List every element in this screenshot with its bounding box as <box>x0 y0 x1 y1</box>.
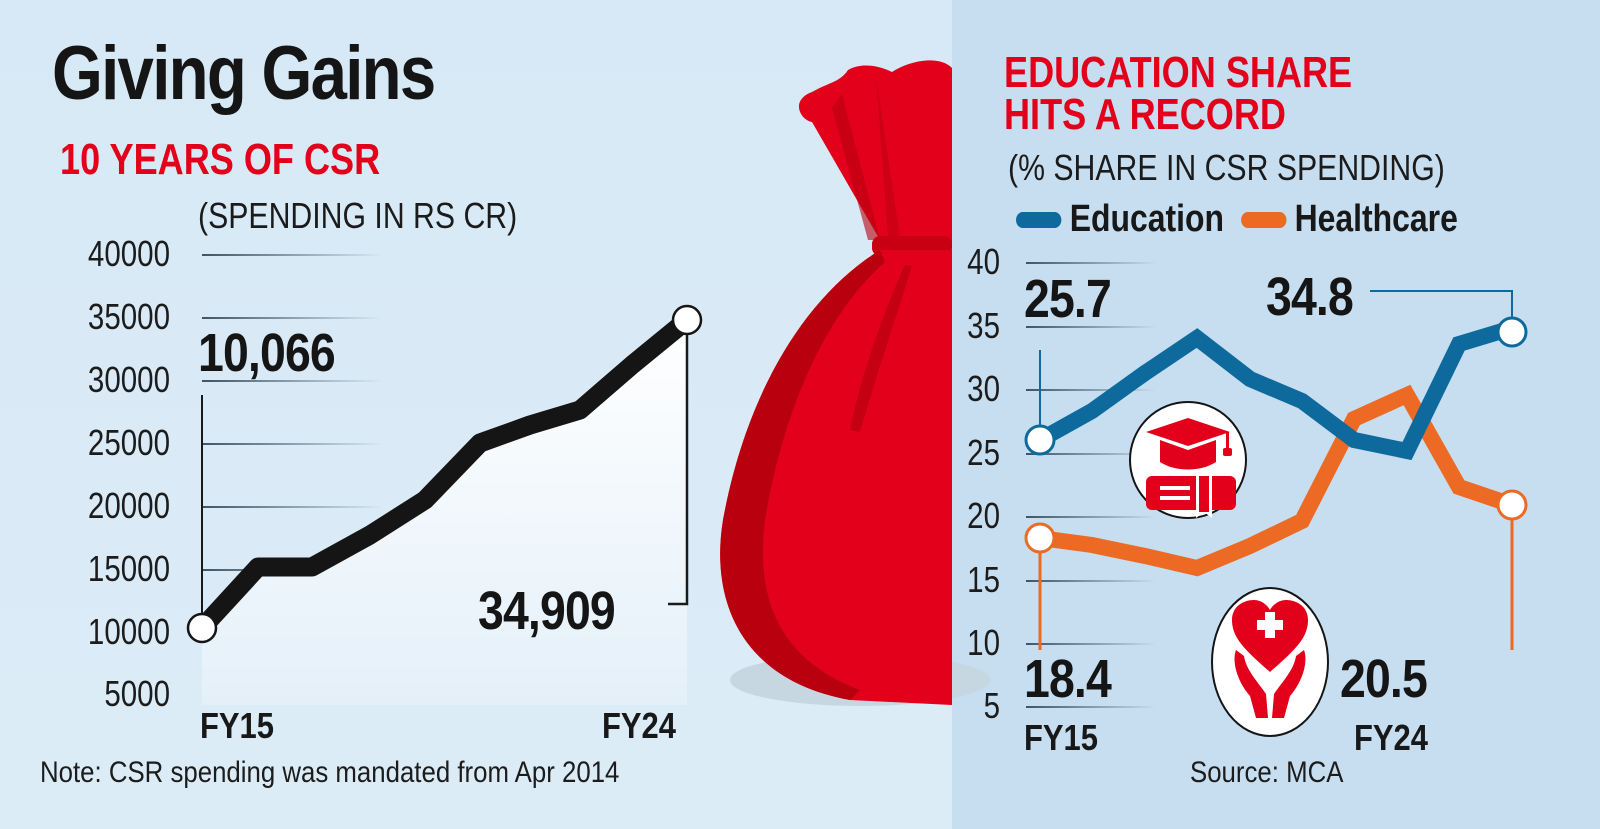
healthcare-end-label: 20.5 <box>1340 649 1428 709</box>
education-end-label: 34.8 <box>1266 267 1354 327</box>
right-ytick: 10 <box>967 622 1000 663</box>
left-ytick: 5000 <box>104 673 170 714</box>
right-gridlines <box>1026 262 1156 708</box>
healthcare-swatch <box>1240 211 1287 228</box>
left-x-start: FY15 <box>200 705 275 746</box>
left-ytick: 15000 <box>87 548 170 589</box>
right-title-line1: EDUCATION SHARE <box>1004 48 1353 97</box>
left-ytick: 25000 <box>87 422 170 463</box>
right-chart-title: EDUCATION SHARE HITS A RECORD <box>1004 48 1353 140</box>
right-ytick: 15 <box>967 559 1000 600</box>
education-line <box>1036 320 1515 461</box>
right-x-start: FY15 <box>1024 717 1099 758</box>
education-swatch <box>1016 211 1062 228</box>
right-ytick: 20 <box>967 495 1000 536</box>
left-ytick: 40000 <box>87 233 170 274</box>
legend-healthcare: Healthcare <box>1294 198 1458 240</box>
right-ytick: 25 <box>967 432 1000 473</box>
chart-title: Giving Gains <box>52 31 436 116</box>
left-ytick: 35000 <box>87 296 170 337</box>
right-ytick: 35 <box>967 305 1000 346</box>
spending-line-chart <box>186 304 703 705</box>
left-ytick: 30000 <box>87 359 170 400</box>
right-ytick: 5 <box>983 685 1000 726</box>
legend-education: Education <box>1069 198 1225 240</box>
heart-in-hands-icon <box>1211 587 1329 737</box>
chart-subtitle: 10 YEARS OF CSR <box>60 135 381 184</box>
legend: Education Healthcare <box>1016 198 1458 241</box>
source-label: Source: MCA <box>1190 756 1344 789</box>
start-point-marker <box>186 612 218 644</box>
left-unit-label: (SPENDING IN RS CR) <box>198 195 518 236</box>
start-value-label: 10,066 <box>198 323 336 383</box>
left-ytick: 20000 <box>87 485 170 526</box>
money-bag-icon <box>720 60 990 706</box>
footnote: Note: CSR spending was mandated from Apr… <box>40 756 620 789</box>
right-x-end: FY24 <box>1354 717 1429 758</box>
left-ytick: 10000 <box>87 611 170 652</box>
end-point-marker <box>671 304 703 336</box>
right-ytick: 30 <box>967 368 1000 409</box>
right-unit-label: (% SHARE IN CSR SPENDING) <box>1008 147 1445 188</box>
education-start-label: 25.7 <box>1024 269 1112 329</box>
right-markers <box>1024 316 1528 554</box>
graduation-cap-icon <box>1129 401 1247 519</box>
healthcare-line <box>1038 384 1515 577</box>
right-ytick: 40 <box>967 241 1000 282</box>
right-title-line2: HITS A RECORD <box>1004 90 1286 140</box>
left-x-end: FY24 <box>602 705 677 746</box>
end-value-label: 34,909 <box>478 581 616 641</box>
healthcare-start-label: 18.4 <box>1024 649 1112 709</box>
